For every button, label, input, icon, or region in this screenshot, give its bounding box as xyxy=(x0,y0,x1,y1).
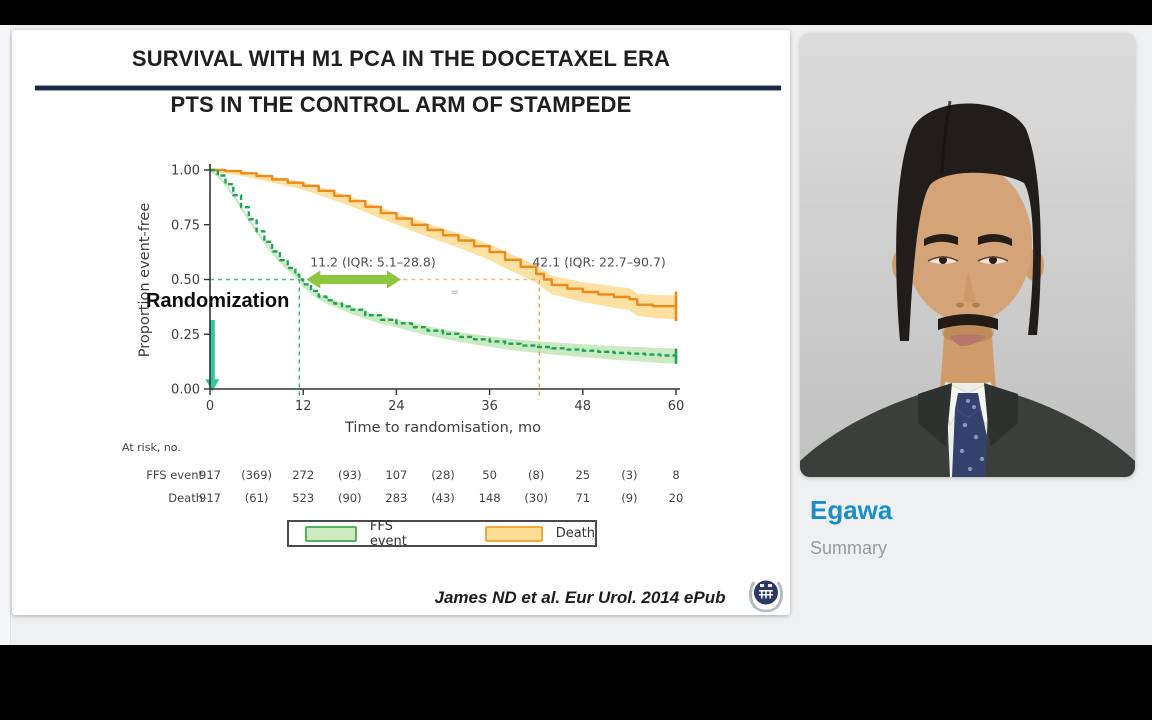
svg-text:=: = xyxy=(450,287,458,298)
svg-text:8: 8 xyxy=(672,468,679,482)
svg-text:0.75: 0.75 xyxy=(171,218,200,233)
svg-text:48: 48 xyxy=(575,399,592,414)
svg-text:(43): (43) xyxy=(431,491,455,505)
svg-text:917: 917 xyxy=(199,468,221,482)
svg-text:(8): (8) xyxy=(528,468,544,482)
svg-text:(30): (30) xyxy=(524,491,548,505)
slide-title-line1: SURVIVAL WITH M1 PCA IN THE DOCETAXEL ER… xyxy=(131,46,671,71)
svg-text:107: 107 xyxy=(385,468,407,482)
legend-label-ffs: FFS event xyxy=(369,518,407,549)
svg-text:60: 60 xyxy=(668,399,685,414)
svg-text:25: 25 xyxy=(575,468,590,482)
svg-text:917: 917 xyxy=(199,491,221,505)
svg-text:0.50: 0.50 xyxy=(171,273,200,288)
presenter-subtitle: Summary xyxy=(810,538,888,558)
death-swatch xyxy=(484,525,543,542)
svg-text:1.00: 1.00 xyxy=(171,164,200,179)
svg-text:42.1 (IQR: 22.7–90.7): 42.1 (IQR: 22.7–90.7) xyxy=(532,254,665,269)
svg-text:(3): (3) xyxy=(621,468,637,482)
legend-entry-death: Death xyxy=(484,525,595,542)
svg-text:(28): (28) xyxy=(431,468,455,482)
svg-text:0.00: 0.00 xyxy=(171,383,200,398)
svg-text:523: 523 xyxy=(292,491,314,505)
legend-label-death: Death xyxy=(555,526,595,541)
university-crest-logo xyxy=(749,580,783,613)
svg-text:283: 283 xyxy=(385,491,407,505)
presenter-photo xyxy=(800,33,1135,477)
svg-text:Proportion event-free: Proportion event-free xyxy=(137,203,153,358)
svg-text:(93): (93) xyxy=(338,468,362,482)
randomization-label: Randomization xyxy=(146,290,290,312)
svg-text:(61): (61) xyxy=(245,491,269,505)
svg-text:71: 71 xyxy=(575,491,590,505)
svg-text:272: 272 xyxy=(292,468,314,482)
citation: James ND et al. Eur Urol. 2014 ePub xyxy=(434,588,726,607)
slide-title-line2: PTS IN THE CONTROL ARM OF STAMPEDE xyxy=(170,92,632,117)
svg-text:(9): (9) xyxy=(621,491,637,505)
svg-text:20: 20 xyxy=(669,491,684,505)
svg-text:50: 50 xyxy=(482,468,497,482)
svg-text:12: 12 xyxy=(295,399,312,414)
chart-legend: FFS event Death xyxy=(287,519,597,549)
presenter-name: Egawa xyxy=(810,495,893,525)
svg-text:24: 24 xyxy=(388,399,405,414)
ffs-event-swatch xyxy=(305,525,357,542)
slide: SURVIVAL WITH M1 PCA IN THE DOCETAXEL ER… xyxy=(12,30,790,615)
left-gutter xyxy=(0,25,11,645)
svg-text:At risk, no.: At risk, no. xyxy=(122,441,181,454)
svg-text:148: 148 xyxy=(479,491,501,505)
svg-text:FFS event: FFS event xyxy=(146,468,203,482)
content-stage: SURVIVAL WITH M1 PCA IN THE DOCETAXEL ER… xyxy=(0,25,1152,645)
svg-text:(369): (369) xyxy=(241,468,272,482)
svg-text:0: 0 xyxy=(206,399,214,414)
kaplan-meier-chart: 11.2 (IQR: 5.1–28.8) 42.1 (IQR: 22.7–90.7… xyxy=(122,164,685,506)
title-divider xyxy=(35,85,781,91)
svg-text:0.25: 0.25 xyxy=(171,328,200,343)
svg-text:11.2 (IQR: 5.1–28.8): 11.2 (IQR: 5.1–28.8) xyxy=(310,254,436,269)
svg-text:Death: Death xyxy=(168,491,203,505)
presenter-portrait xyxy=(800,33,1135,477)
legend-entry-ffs: FFS event xyxy=(305,519,427,549)
svg-text:Time to randomisation, mo: Time to randomisation, mo xyxy=(344,420,541,436)
svg-text:36: 36 xyxy=(481,399,498,414)
svg-text:(90): (90) xyxy=(338,491,362,505)
